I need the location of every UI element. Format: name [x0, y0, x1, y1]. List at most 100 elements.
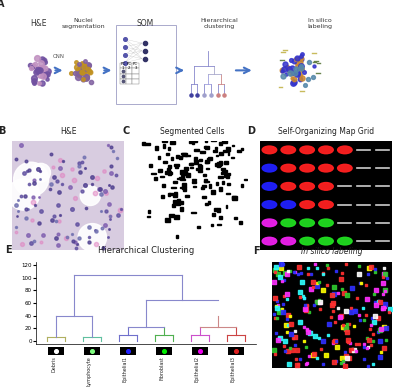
Point: [103, 208, 110, 214]
Bar: [228, 347, 244, 355]
Point: [274, 305, 280, 311]
Point: [194, 91, 200, 98]
Point: [45, 68, 51, 74]
Point: [368, 322, 374, 328]
Bar: [173, 194, 177, 197]
Point: [96, 186, 102, 192]
Point: [372, 313, 378, 319]
Point: [333, 338, 339, 344]
Point: [376, 354, 383, 360]
Point: [53, 235, 60, 241]
Point: [294, 361, 301, 367]
Point: [286, 361, 292, 367]
Point: [33, 68, 40, 74]
Point: [57, 212, 64, 218]
Point: [355, 271, 362, 277]
Circle shape: [32, 163, 50, 182]
Bar: [190, 167, 193, 169]
Point: [308, 286, 315, 292]
Point: [308, 271, 314, 277]
Point: [301, 68, 307, 75]
Bar: [132, 63, 139, 68]
Text: Nuclei
segmentation: Nuclei segmentation: [62, 18, 105, 29]
Point: [381, 323, 387, 330]
Point: [23, 206, 30, 212]
Point: [339, 355, 345, 362]
Point: [304, 360, 310, 366]
Bar: [226, 174, 229, 178]
Point: [284, 271, 290, 278]
Point: [297, 74, 304, 80]
Point: [305, 75, 312, 82]
Point: [299, 51, 306, 57]
Bar: [190, 163, 194, 165]
Point: [364, 344, 371, 350]
Point: [317, 299, 323, 305]
Bar: [231, 157, 234, 158]
Point: [334, 289, 341, 296]
Bar: [166, 153, 168, 155]
Point: [357, 317, 363, 323]
Point: [320, 361, 326, 367]
Ellipse shape: [300, 201, 314, 208]
Point: [368, 341, 374, 348]
Point: [92, 190, 98, 196]
Point: [106, 226, 112, 232]
Point: [317, 305, 324, 312]
Point: [284, 296, 290, 303]
Point: [272, 269, 278, 275]
Point: [376, 327, 383, 334]
Ellipse shape: [319, 164, 333, 172]
Text: Self-Organizing Map Grid: Self-Organizing Map Grid: [278, 127, 374, 136]
Point: [88, 79, 94, 85]
Bar: [204, 146, 206, 148]
Bar: [186, 173, 190, 177]
Bar: [212, 190, 216, 194]
Bar: [219, 187, 222, 189]
Point: [379, 306, 386, 312]
Bar: [199, 159, 202, 161]
Point: [80, 66, 87, 73]
Point: [291, 328, 298, 334]
Point: [314, 283, 320, 289]
Point: [14, 197, 21, 204]
Point: [298, 63, 304, 69]
Bar: [186, 171, 188, 173]
Ellipse shape: [300, 164, 314, 172]
Point: [355, 262, 362, 269]
Bar: [194, 157, 197, 160]
Point: [360, 344, 367, 350]
Point: [312, 333, 319, 339]
Point: [76, 61, 82, 67]
Point: [38, 60, 44, 66]
Bar: [219, 152, 223, 155]
Point: [34, 166, 41, 172]
Point: [297, 294, 304, 300]
Ellipse shape: [300, 146, 314, 154]
Point: [300, 293, 306, 299]
Bar: [204, 179, 207, 182]
Point: [36, 80, 42, 86]
Point: [73, 245, 79, 251]
Point: [369, 361, 376, 367]
Bar: [232, 145, 234, 147]
Point: [370, 338, 376, 344]
Point: [380, 274, 386, 280]
Bar: [232, 196, 236, 199]
Bar: [126, 63, 132, 68]
Ellipse shape: [300, 237, 314, 245]
Bar: [219, 142, 222, 145]
Point: [344, 337, 351, 343]
Point: [378, 349, 384, 355]
Point: [337, 314, 343, 320]
Point: [352, 308, 358, 314]
Point: [23, 158, 30, 164]
Point: [57, 157, 64, 163]
Point: [291, 76, 297, 82]
Point: [287, 70, 293, 76]
Point: [366, 265, 372, 272]
Point: [42, 72, 48, 78]
Point: [296, 264, 303, 270]
Point: [364, 345, 370, 351]
Point: [368, 264, 374, 270]
